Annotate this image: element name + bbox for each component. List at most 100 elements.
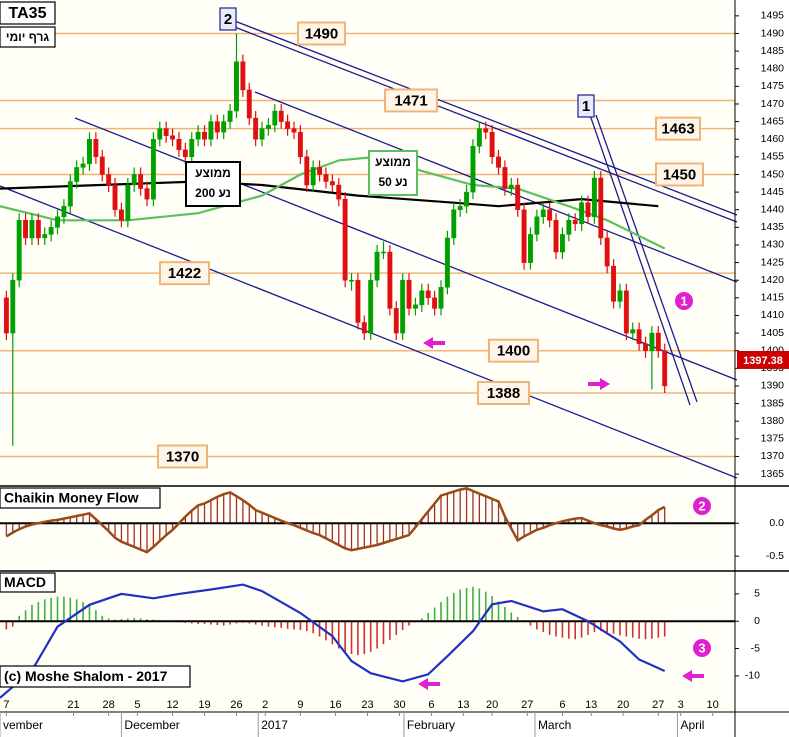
candle-body	[457, 205, 463, 210]
trend-line-label-box	[577, 94, 595, 118]
trend-line	[595, 114, 698, 403]
candle-body	[521, 209, 527, 263]
candle-body	[304, 156, 310, 186]
trend-line-label: 2	[224, 11, 232, 28]
candle-body	[566, 220, 572, 235]
y-tick-label: 1490	[761, 27, 785, 39]
candle-body	[528, 234, 533, 263]
x-tick-label: 9	[297, 699, 303, 711]
y-tick-label: 1420	[761, 274, 785, 286]
marker: 2	[698, 498, 705, 513]
trend-line	[231, 19, 738, 216]
candle-body	[585, 202, 591, 218]
x-tick-label: 7	[3, 699, 9, 711]
candle-body	[547, 209, 553, 221]
candle-body	[3, 297, 9, 334]
candle-body	[611, 265, 617, 302]
candle-body	[93, 138, 99, 158]
level-label-box	[655, 116, 701, 141]
y-tick-label: 1380	[761, 415, 785, 427]
month-label: vember	[3, 718, 43, 732]
y-tick-label: 1485	[761, 45, 785, 57]
arrow	[682, 670, 704, 682]
level-label-box	[157, 444, 208, 469]
marker-circle	[693, 497, 711, 515]
candle-body	[150, 138, 156, 200]
y-tick-label: 1415	[761, 292, 785, 304]
y-tick-label: 1390	[761, 380, 785, 392]
candle-body	[349, 279, 354, 282]
candle-body	[106, 174, 112, 186]
chart-title-box	[0, 1, 56, 25]
candle-body	[48, 227, 54, 235]
candle-body	[643, 343, 648, 351]
candle-body	[74, 167, 80, 182]
level-label: 1388	[487, 385, 520, 402]
level-label-box	[477, 381, 530, 406]
candle-body	[112, 184, 118, 210]
candle-body	[323, 174, 329, 182]
candle-body	[265, 124, 271, 129]
candle-body	[234, 61, 239, 112]
panel-title: Chaikin Money Flow	[4, 490, 139, 506]
candle-body	[617, 290, 623, 302]
marker: 3	[698, 640, 705, 655]
x-tick-label: 13	[457, 699, 469, 711]
candle-body	[579, 202, 585, 225]
candle-body	[157, 128, 163, 140]
level-label: 1400	[497, 343, 530, 360]
candle-body	[540, 209, 546, 218]
candle-body	[591, 177, 597, 218]
candle-body	[240, 61, 246, 91]
candle-body	[623, 290, 629, 334]
level-label-box	[159, 261, 210, 286]
candle-body	[227, 110, 233, 122]
x-tick-label: 26	[230, 699, 242, 711]
arrows	[418, 337, 704, 690]
candle-body	[655, 332, 661, 351]
candle-body	[61, 205, 67, 218]
y-tick-label: 1425	[761, 256, 785, 268]
y-tick-label: 1375	[761, 433, 785, 445]
x-tick-label: 19	[198, 699, 210, 711]
x-tick-label: 27	[652, 699, 664, 711]
candle-body	[662, 350, 668, 387]
ma-label-box	[185, 161, 241, 207]
y-tick-label: 1410	[761, 309, 785, 321]
candle-body	[291, 128, 297, 133]
x-tick-label: 21	[67, 699, 79, 711]
candle-body	[163, 128, 169, 136]
x-tick-label: 20	[486, 699, 498, 711]
candle-body	[278, 110, 284, 122]
candle-body	[572, 220, 578, 225]
marker-circle	[675, 292, 693, 310]
plot-background	[0, 0, 735, 712]
panel-title-box	[0, 487, 161, 509]
y-tick-label: -0.5	[766, 550, 784, 562]
candle-body	[253, 117, 259, 140]
candle-body	[118, 209, 124, 221]
candle-body	[329, 181, 335, 186]
arrow	[423, 337, 445, 349]
x-tick-label: 20	[617, 699, 629, 711]
x-tick-label: 28	[103, 699, 115, 711]
y-tick-label: 1455	[761, 151, 785, 163]
y-tick-label: 1465	[761, 115, 785, 127]
month-label: March	[538, 718, 571, 732]
y-tick-label: 1440	[761, 204, 785, 216]
x-tick-label: 13	[585, 699, 597, 711]
x-tick-label: 5	[134, 699, 140, 711]
candle-body	[67, 181, 73, 207]
y-tick-label: 1385	[761, 397, 785, 409]
candle-body	[406, 279, 412, 309]
x-tick-label: 10	[707, 699, 719, 711]
candle-body	[259, 128, 265, 140]
candle-body	[604, 237, 610, 267]
candle-body	[432, 297, 438, 309]
candle-body	[246, 89, 252, 119]
candle-body	[400, 279, 406, 334]
candle-body	[393, 308, 399, 334]
candle-body	[138, 174, 144, 189]
candle-body	[10, 279, 16, 334]
trend-line	[231, 25, 738, 223]
